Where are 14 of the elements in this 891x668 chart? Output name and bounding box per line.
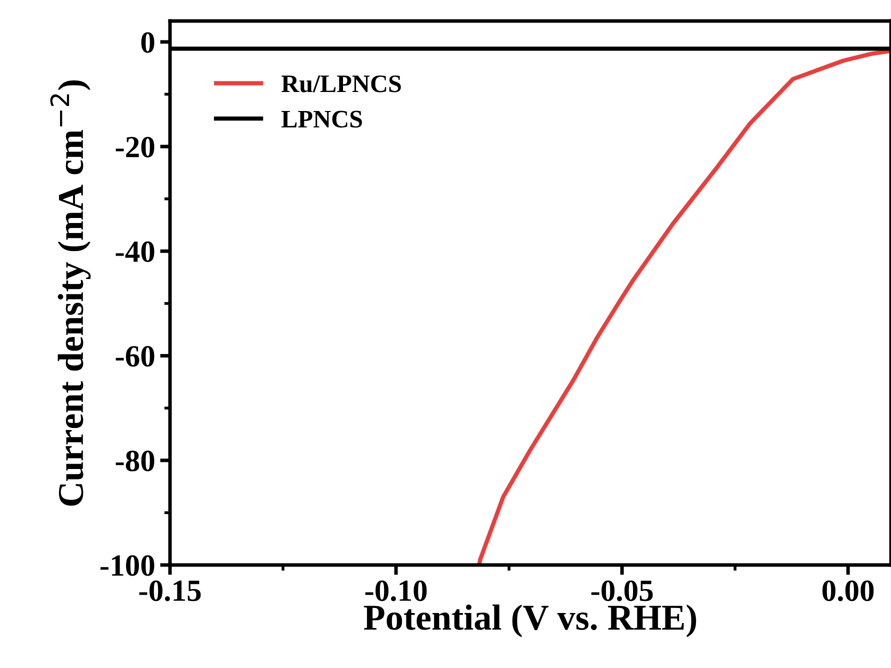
legend-label: LPNCS bbox=[281, 110, 362, 128]
y-tick-label: -100 bbox=[100, 555, 154, 576]
x-tick-label: -0.05 bbox=[591, 580, 653, 602]
x-axis-title: Potential (V vs. RHE) bbox=[364, 604, 696, 638]
x-tick-label: -0.10 bbox=[365, 580, 427, 602]
y-tick-label: -40 bbox=[116, 241, 154, 262]
y-tick-label: 0 bbox=[141, 32, 154, 53]
y-axis-title: Current density (mA cm$^{−2}$) bbox=[50, 80, 91, 506]
y-tick-label: -20 bbox=[116, 136, 154, 158]
y-tick-label: -60 bbox=[116, 346, 154, 367]
x-tick-label: -0.15 bbox=[139, 580, 201, 602]
x-tick-label: 0.00 bbox=[822, 580, 874, 602]
y-tick-label: -80 bbox=[116, 450, 154, 472]
legend-label: Ru/LPNCS bbox=[281, 75, 401, 92]
